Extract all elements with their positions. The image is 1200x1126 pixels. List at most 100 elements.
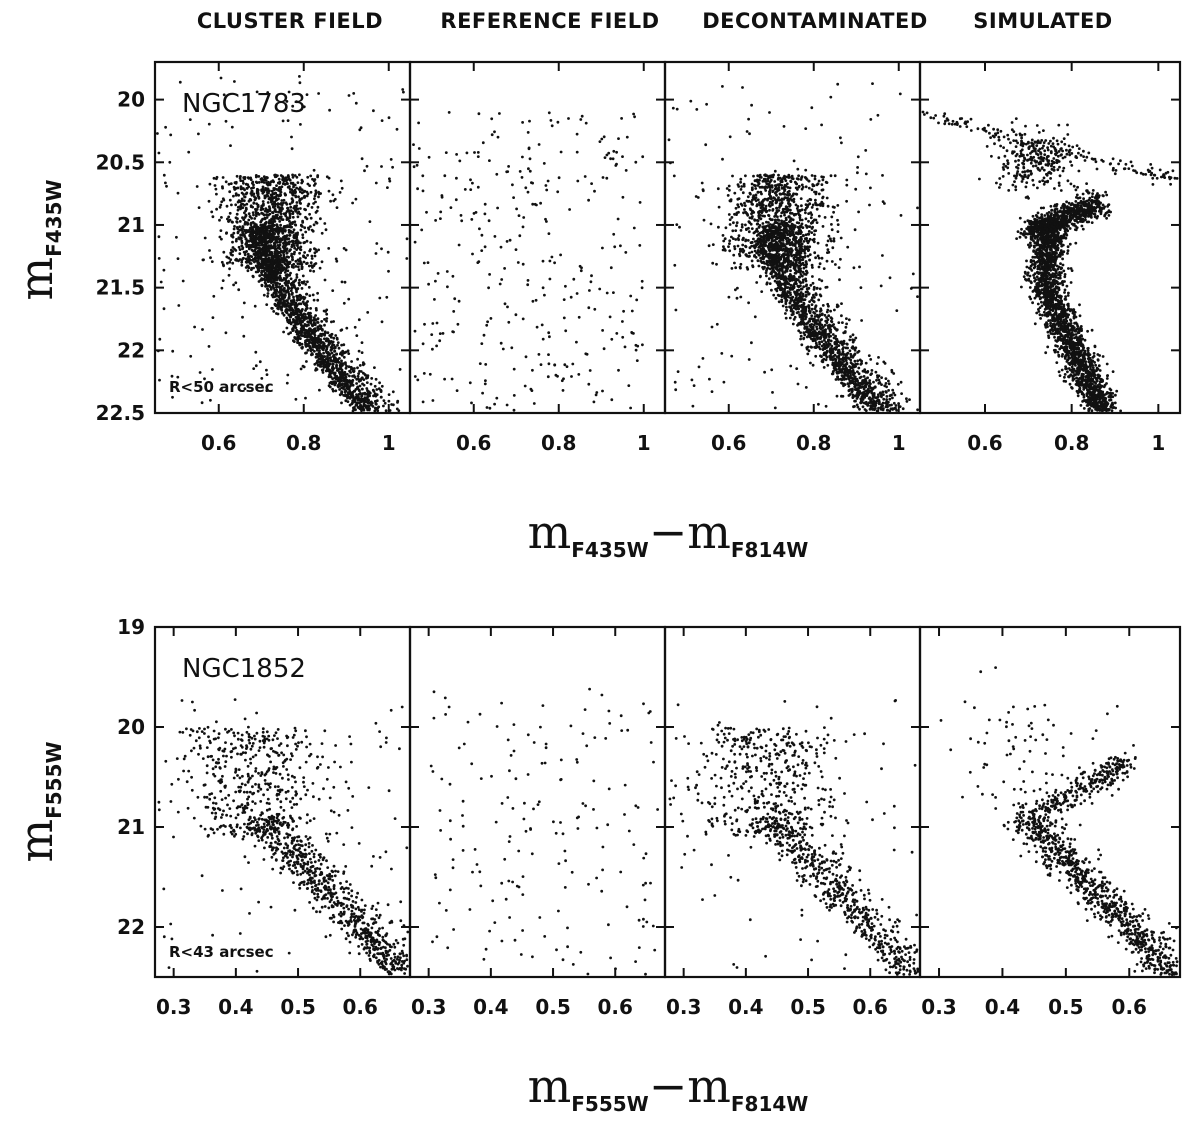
star-point (405, 257, 409, 260)
star-point (286, 182, 289, 186)
star-point (224, 180, 228, 184)
star-point (530, 389, 534, 392)
star-point (265, 181, 269, 185)
star-point (779, 214, 783, 218)
star-point (747, 301, 750, 305)
star-point (478, 362, 482, 365)
star-point (228, 198, 232, 202)
star-point (503, 267, 506, 270)
star-point (276, 203, 280, 207)
star-point (764, 204, 768, 208)
star-point (208, 182, 212, 186)
star-point (804, 386, 808, 389)
star-point (267, 249, 271, 253)
star-point (239, 233, 243, 237)
star-point (512, 394, 516, 397)
star-point (541, 259, 545, 263)
star-point (226, 217, 229, 221)
star-point (361, 361, 365, 365)
star-point (785, 308, 788, 312)
star-point (247, 212, 251, 216)
star-point (271, 211, 274, 214)
star-point (357, 349, 361, 353)
star-point (283, 240, 287, 244)
star-point (797, 211, 800, 215)
star-point (377, 405, 381, 409)
star-point (383, 401, 387, 405)
star-points (156, 75, 409, 413)
star-point (293, 220, 297, 224)
star-point (438, 332, 442, 335)
star-point (506, 305, 509, 309)
star-point (767, 277, 771, 281)
star-point (833, 174, 837, 178)
star-point (289, 271, 292, 275)
star-point (255, 256, 259, 259)
star-point (731, 229, 735, 233)
star-point (268, 267, 272, 271)
star-point (547, 353, 550, 356)
star-point (800, 274, 804, 278)
star-point (304, 396, 307, 400)
star-point (294, 190, 297, 194)
star-point (388, 177, 391, 181)
star-point (546, 375, 550, 379)
star-point (282, 201, 285, 205)
star-point (365, 406, 369, 410)
star-point (314, 314, 317, 317)
star-point (715, 262, 718, 266)
star-point (292, 252, 296, 256)
star-point (868, 203, 871, 207)
star-point (320, 231, 324, 235)
star-point (332, 320, 335, 323)
star-point (157, 235, 161, 239)
star-point (254, 207, 257, 211)
star-point (299, 202, 302, 205)
star-point (240, 191, 244, 195)
star-point (254, 231, 258, 235)
star-point (352, 92, 356, 95)
star-point (369, 382, 373, 386)
star-point (487, 286, 490, 290)
star-point (905, 400, 909, 403)
star-point (710, 325, 714, 329)
star-point (243, 195, 246, 199)
star-point (287, 292, 291, 296)
star-point (254, 270, 258, 274)
star-point (301, 236, 305, 240)
star-point (272, 241, 276, 245)
star-point (277, 235, 280, 238)
star-point (739, 177, 743, 181)
star-point (291, 263, 294, 267)
star-point (635, 359, 639, 362)
star-point (266, 292, 270, 295)
star-point (507, 165, 510, 168)
star-point (730, 216, 734, 219)
star-point (814, 305, 818, 308)
x-tick-label: 1 (637, 431, 651, 455)
star-point (761, 203, 765, 207)
star-point (776, 293, 780, 297)
star-point (310, 206, 314, 209)
star-point (701, 357, 705, 360)
star-point (214, 187, 218, 191)
star-point (243, 220, 247, 224)
star-point (486, 320, 489, 324)
star-point (473, 151, 476, 154)
star-point (300, 265, 304, 269)
star-point (171, 349, 175, 353)
star-point (278, 261, 282, 265)
star-point (287, 217, 290, 221)
star-point (901, 407, 905, 411)
star-point (290, 181, 293, 185)
star-point (534, 298, 538, 302)
star-point (789, 364, 793, 368)
star-point (255, 202, 259, 206)
star-point (274, 247, 277, 251)
star-point (304, 334, 308, 338)
star-point (355, 382, 358, 385)
star-point (304, 215, 307, 219)
star-point (567, 117, 570, 120)
star-point (526, 283, 530, 287)
star-point (337, 360, 341, 364)
